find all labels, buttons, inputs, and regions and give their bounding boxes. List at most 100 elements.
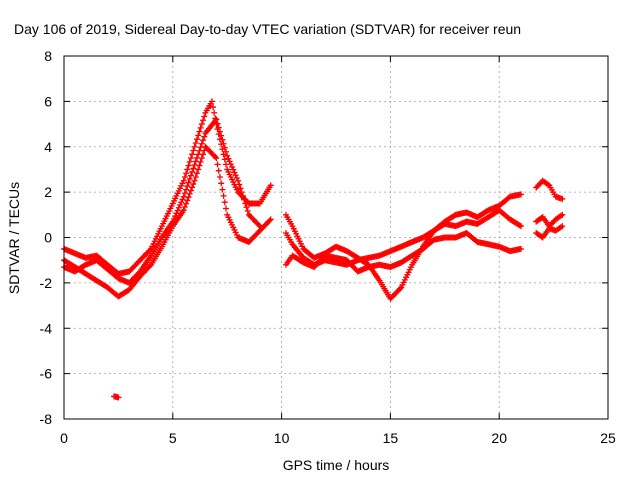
data-point [195,166,202,173]
data-point [180,177,187,184]
data-point [229,163,236,170]
x-tick-label: 0 [60,430,68,446]
data-point [221,144,228,151]
data-point [220,192,227,199]
data-point [181,174,188,180]
data-point [191,161,198,168]
data-point [267,216,274,223]
data-point [213,155,220,162]
data-point [267,182,274,189]
x-tick-label: 10 [274,430,290,446]
data-point [185,162,192,169]
data-point [180,207,187,214]
data-point [192,174,199,180]
data-point [208,98,215,105]
data-point [189,184,196,191]
data-point [230,166,237,173]
data-point [180,193,187,200]
data-point [191,143,198,150]
y-axis-label: SDTVAR / TECUs [6,182,22,294]
data-point [557,224,564,231]
data-point [210,104,217,111]
data-point [201,113,208,120]
data-point [226,158,233,165]
data-point [195,151,202,158]
chart-title: Day 106 of 2019, Sidereal Day-to-day VTE… [14,21,521,37]
x-tick-label: 25 [600,430,616,446]
data-point [221,156,228,163]
data-point [255,221,262,228]
data-point [219,186,226,193]
data-point [256,223,263,230]
data-point [243,204,250,211]
data-point [213,116,220,123]
data-point [197,124,204,131]
data-point [237,185,244,192]
data-point [179,196,186,203]
data-point [236,181,243,188]
y-tick-label: 6 [44,93,52,109]
ticks-layer: 0 5 10 15 20 25 -8 -6 -4 -2 0 2 4 6 8 [40,48,616,446]
data-point [233,175,240,182]
data-point [192,139,199,146]
data-point [225,155,232,162]
data-point [224,152,231,159]
data-point [231,169,238,176]
y-tick-label: 4 [44,139,52,155]
data-point [544,181,551,188]
y-tick-label: 8 [44,48,52,64]
data-point [397,285,404,292]
data-point [197,144,204,151]
y-tick-label: -2 [40,275,53,291]
x-tick-label: 5 [169,430,177,446]
data-point [221,199,228,206]
data-point [232,172,239,179]
data-point [190,181,197,188]
y-tick-label: 0 [44,230,52,246]
data-point [189,168,196,175]
points-layer [61,98,566,401]
data-point [175,204,182,211]
data-point [215,124,222,131]
data-point [174,207,181,214]
data-point [171,215,178,222]
data-point [187,187,194,194]
data-point [187,155,194,162]
data-point [184,183,191,190]
data-point [190,165,197,172]
data-point [196,162,203,169]
data-point [196,128,203,135]
data-point [220,140,227,147]
data-point [516,222,523,229]
data-point [517,191,524,198]
data-point [183,170,190,177]
y-tick-label: -6 [40,366,53,382]
data-point [559,195,566,202]
data-point [227,161,234,168]
data-point [239,192,246,199]
data-point [196,147,203,154]
x-tick-label: 15 [383,430,399,446]
data-point [219,136,226,143]
data-point [214,120,221,127]
data-point [241,196,248,203]
data-point [517,245,524,252]
data-point [212,153,219,160]
data-point [191,177,198,184]
data-point [190,147,197,154]
data-point [517,223,524,230]
x-tick-label: 20 [491,430,507,446]
data-point [200,137,207,144]
data-point [557,212,564,219]
data-point [195,132,202,139]
data-point [222,205,229,212]
data-point [215,167,222,174]
data-point [193,170,200,177]
data-point [222,148,229,155]
data-point [178,199,185,206]
x-axis-label: GPS time / hours [283,457,390,473]
data-point [218,180,225,187]
data-point [173,210,180,217]
data-point [177,201,184,208]
